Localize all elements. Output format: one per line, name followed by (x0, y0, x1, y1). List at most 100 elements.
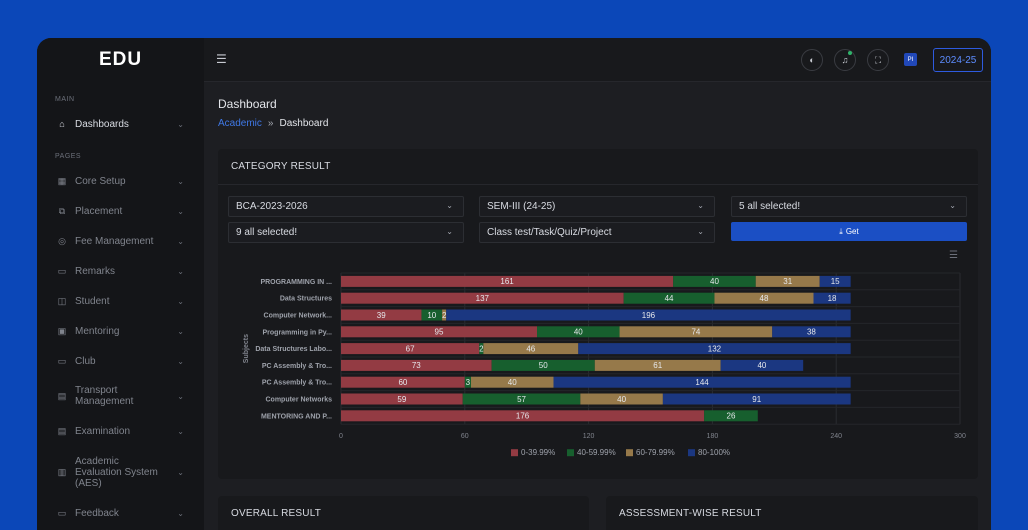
assessment-type-select-value: Class test/Task/Quiz/Project (487, 227, 612, 238)
assessment-type-select[interactable]: Class test/Task/Quiz/Project ⌄ (479, 222, 715, 243)
coin-icon: ◎ (58, 235, 66, 246)
assessment-wise-result-card: ASSESSMENT-WISE RESULT (606, 496, 978, 530)
sidebar-item-aes[interactable]: ▥ Academic Evaluation System (AES) ⌄ (37, 446, 204, 498)
bus-icon: ▤ (57, 390, 67, 401)
sidebar-item-club[interactable]: ▭ Club ⌄ (37, 346, 204, 376)
avatar[interactable]: PI (904, 53, 917, 66)
network-icon: ⧉ (58, 205, 66, 216)
bar-segment (491, 359, 595, 371)
chevron-down-icon: ⌄ (177, 391, 184, 401)
sidebar-item-placement[interactable]: ⧉ Placement ⌄ (37, 196, 204, 226)
legend-swatch (567, 449, 574, 457)
bar-segment (553, 376, 851, 388)
batch-select-value: BCA-2023-2026 (236, 201, 308, 212)
page-title: Dashboard (218, 97, 277, 111)
bar-segment (341, 376, 465, 388)
chevron-down-icon: ⌄ (177, 467, 184, 477)
bar-data-label: 40 (757, 361, 766, 370)
bell-icon[interactable]: ♫ (834, 49, 856, 71)
chevron-down-icon: ⌄ (446, 227, 453, 236)
breadcrumb-separator: » (267, 118, 274, 129)
sidebar-item-core-setup[interactable]: ▦ Core Setup ⌄ (37, 166, 204, 196)
card-title: CATEGORY RESULT (218, 149, 978, 185)
bar-segment (755, 275, 820, 287)
bar-data-label: 38 (807, 328, 816, 337)
bar-segment (479, 343, 484, 355)
chevron-down-icon: ⌄ (697, 227, 704, 236)
sidebar-item-student[interactable]: ◫ Student ⌄ (37, 286, 204, 316)
chevron-down-icon: ⌄ (177, 206, 184, 216)
theme-toggle-icon[interactable]: ◐ (801, 49, 823, 71)
assessments-select-value: 9 all selected! (236, 227, 298, 238)
chevron-down-icon: ⌄ (177, 356, 184, 366)
sidebar-item-feedback[interactable]: ▭ Feedback ⌄ (37, 498, 204, 528)
sidebar-item-label: Academic Evaluation System (AES) (75, 455, 158, 489)
sidebar-item-transport-management[interactable]: ▤ Transport Management ⌄ (37, 376, 204, 416)
x-tick-label: 240 (830, 433, 842, 440)
bar-data-label: 40 (508, 378, 517, 387)
breadcrumb: Academic » Dashboard (218, 118, 328, 129)
sidebar-item-label: Core Setup (75, 175, 126, 187)
bar-data-label: 44 (665, 294, 674, 303)
x-tick-label: 0 (339, 433, 343, 440)
sidebar-item-label: Remarks (75, 265, 116, 277)
club-icon: ▭ (57, 355, 67, 366)
bar-segment (594, 359, 721, 371)
bar-segment (772, 326, 851, 338)
bar-segment (341, 275, 674, 287)
bar-segment (619, 326, 773, 338)
x-tick-label: 120 (583, 433, 595, 440)
chart-menu-icon[interactable]: ☰ (949, 250, 958, 261)
assessments-select[interactable]: 9 all selected! ⌄ (228, 222, 464, 243)
home-icon: ⌂ (59, 119, 65, 129)
app-window: EDU MAIN ⌂ Dashboards ⌄ PAGES ▦ Core Set… (37, 38, 991, 530)
bar-data-label: 10 (427, 311, 436, 320)
bar-segment (341, 326, 538, 338)
bar-segment (819, 275, 851, 287)
semester-select[interactable]: SEM-III (24-25) ⌄ (479, 196, 715, 217)
sidebar-item-mentoring[interactable]: ▣ Mentoring ⌄ (37, 316, 204, 346)
sidebar-item-remarks[interactable]: ▭ Remarks ⌄ (37, 256, 204, 286)
sidebar-item-label: Student (75, 295, 110, 307)
category-result-card: CATEGORY RESULT BCA-2023-2026 ⌄ SEM-III … (218, 149, 978, 479)
bar-segment (673, 275, 756, 287)
bar-segment (341, 309, 422, 321)
bar-data-label: 73 (412, 361, 421, 370)
sidebar-item-label: Transport Management (75, 385, 134, 407)
chevron-down-icon: ⌄ (697, 201, 704, 210)
fullscreen-icon[interactable]: ⛶ (867, 49, 889, 71)
sidebar-item-label: Placement (75, 205, 123, 217)
bar-data-label: 60 (398, 378, 407, 387)
bar-segment (446, 309, 851, 321)
bar-segment (341, 343, 480, 355)
bar-data-label: 161 (500, 277, 514, 286)
bar-segment (464, 376, 471, 388)
bar-data-label: 176 (516, 412, 530, 421)
sidebar-item-dashboards[interactable]: ⌂ Dashboards ⌄ (37, 109, 204, 139)
sidebar: EDU MAIN ⌂ Dashboards ⌄ PAGES ▦ Core Set… (37, 38, 204, 530)
get-button[interactable]: ⤓ Get (731, 222, 967, 241)
hamburger-menu-icon[interactable]: ☰ (216, 52, 227, 66)
sidebar-item-label: Mentoring (75, 325, 120, 337)
sidebar-section-pages: PAGES (55, 153, 82, 160)
get-button-label: Get (845, 227, 859, 236)
brand-logo[interactable]: EDU (98, 49, 143, 70)
bar-segment (462, 393, 581, 405)
y-tick-label: Computer Networks (265, 397, 332, 404)
bar-data-label: 196 (642, 311, 656, 320)
y-tick-label: Programming in Py... (263, 329, 333, 336)
sidebar-item-examination[interactable]: ▤ Examination ⌄ (37, 416, 204, 446)
sidebar-item-fee-management[interactable]: ◎ Fee Management ⌄ (37, 226, 204, 256)
academic-year-button[interactable]: 2024-25 (933, 48, 983, 72)
bar-data-label: 40 (617, 395, 626, 404)
feedback-icon: ▭ (57, 507, 67, 518)
bar-segment (704, 410, 758, 422)
subjects-select[interactable]: 5 all selected! ⌄ (731, 196, 967, 217)
legend-swatch (688, 449, 695, 457)
bar-data-label: 91 (752, 395, 761, 404)
bar-data-label: 95 (435, 328, 444, 337)
batch-select[interactable]: BCA-2023-2026 ⌄ (228, 196, 464, 217)
exam-icon: ▤ (57, 425, 67, 436)
breadcrumb-link-academic[interactable]: Academic (218, 118, 262, 129)
bar-data-label: 74 (691, 328, 700, 337)
